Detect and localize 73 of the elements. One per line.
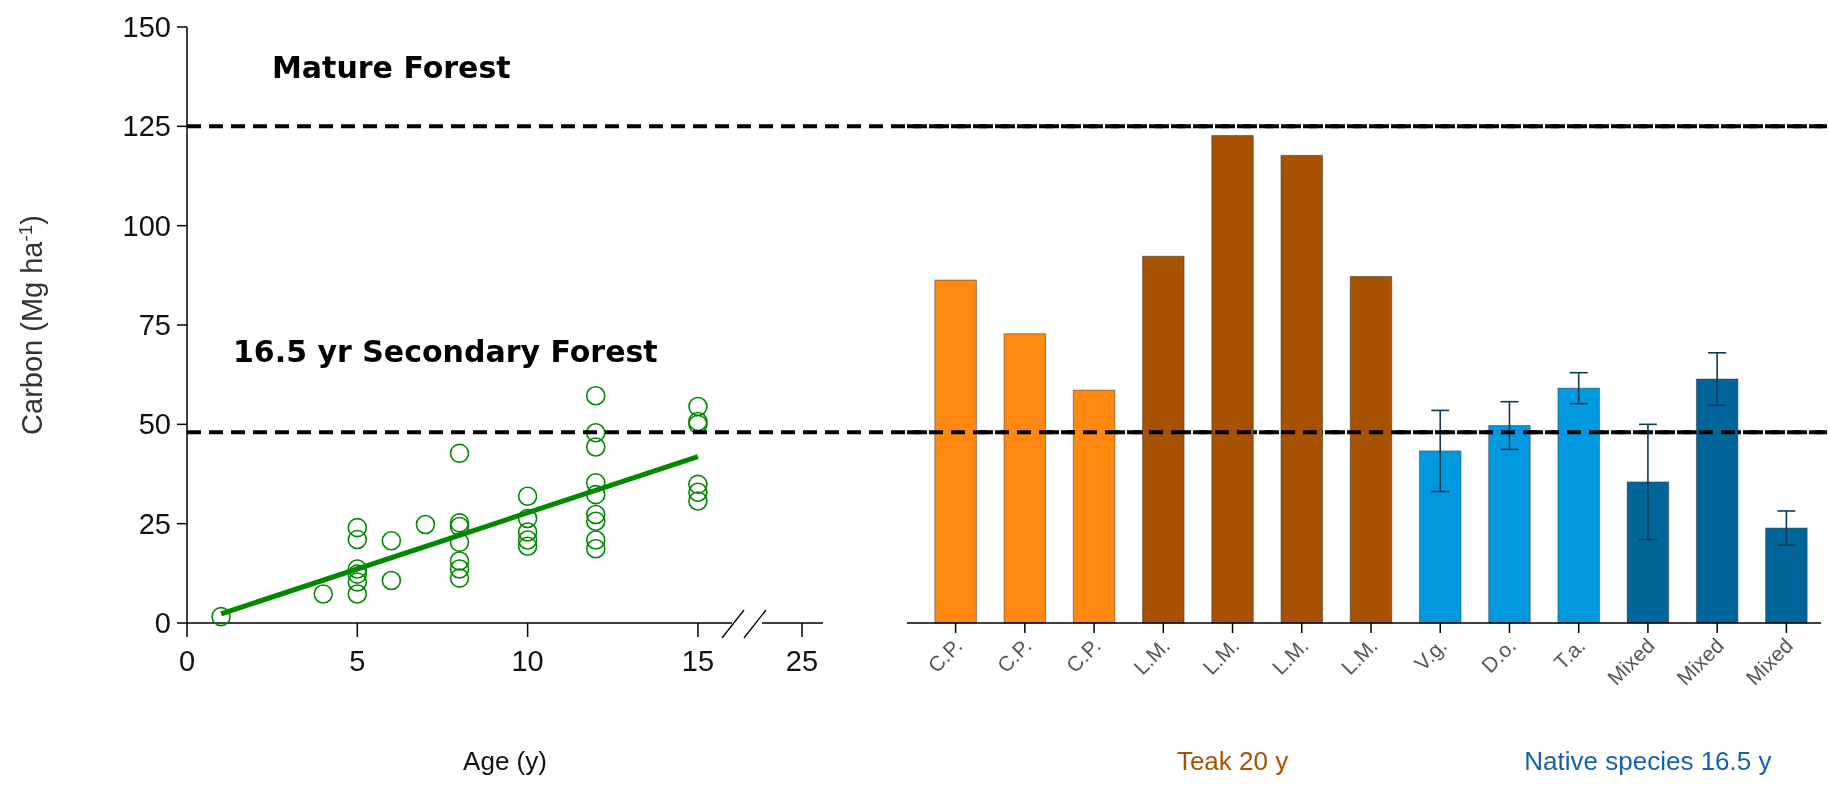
- text: 25: [785, 645, 819, 677]
- point: [211, 606, 231, 627]
- point: [517, 508, 538, 529]
- point: [347, 584, 368, 604]
- x-tick-label: C.P.: [923, 633, 967, 677]
- point: [381, 570, 402, 591]
- x-tick-label: 15: [681, 645, 715, 677]
- point: [517, 536, 538, 557]
- y-tick-label: 25: [138, 507, 171, 540]
- text: Teak 20 y: [1176, 746, 1289, 776]
- point: [688, 474, 708, 495]
- bar: [1280, 154, 1324, 624]
- point: [585, 484, 606, 505]
- point: [517, 522, 538, 542]
- bar: [1557, 387, 1600, 624]
- y-tick-label: 150: [122, 11, 171, 44]
- point: [449, 443, 470, 464]
- bar: [1142, 255, 1185, 624]
- x-tick-label: L.M.: [1336, 633, 1382, 679]
- x-tick-label: C.P.: [992, 633, 1036, 677]
- bar: [1418, 450, 1462, 624]
- x-axis-title: Age (y): [463, 746, 547, 776]
- point: [585, 504, 606, 525]
- point: [688, 396, 708, 417]
- y-tick-label: 0: [154, 607, 171, 640]
- point: [585, 385, 606, 406]
- point: [688, 491, 708, 511]
- point: [517, 530, 538, 550]
- point: [347, 529, 368, 550]
- x-tick-label: 10: [511, 645, 544, 677]
- bar: [1003, 333, 1047, 624]
- point: [347, 572, 368, 592]
- x-tick-label: D.o.: [1476, 633, 1521, 678]
- point: [415, 514, 436, 535]
- point: [449, 559, 470, 579]
- x-tick-label: L.M.: [1128, 633, 1175, 679]
- y-tick-label: 75: [138, 309, 171, 342]
- x-tick-label: 5: [349, 645, 366, 677]
- ref-line-label: 16.5 yr Secondary Forest: [233, 334, 658, 370]
- y-tick-label: 125: [122, 110, 171, 143]
- bar: [934, 279, 977, 624]
- point: [449, 568, 470, 588]
- bar: [1765, 527, 1808, 624]
- point: [347, 559, 368, 579]
- x-tick-label: L.M.: [1198, 633, 1244, 679]
- point: [313, 584, 334, 604]
- y-tick-label: 50: [138, 408, 171, 441]
- point: [585, 422, 606, 443]
- point: [585, 530, 606, 550]
- bar: [1626, 481, 1670, 624]
- point: [449, 532, 470, 553]
- bar: [1695, 378, 1739, 624]
- bar: [1211, 134, 1254, 624]
- point: [585, 538, 606, 559]
- point: [449, 551, 470, 571]
- point: [347, 517, 368, 538]
- y-tick-label: 100: [122, 209, 171, 242]
- point: [347, 564, 368, 584]
- text: Native species 16.5 y: [1524, 746, 1772, 776]
- ref-line-label: Mature Forest: [272, 50, 511, 86]
- bar: [1488, 425, 1531, 624]
- x-tick-label: T.a.: [1549, 633, 1590, 674]
- point: [688, 482, 708, 503]
- x-tick-label: 0: [178, 645, 196, 677]
- bar: [1072, 389, 1116, 624]
- point: [585, 437, 606, 457]
- x-tick-label: L.M.: [1267, 633, 1313, 679]
- x-tick-label: V.g.: [1409, 633, 1452, 675]
- point: [585, 511, 606, 532]
- bar: [1349, 276, 1393, 624]
- point: [381, 530, 402, 551]
- x-tick-label: C.P.: [1061, 633, 1105, 677]
- point: [517, 486, 538, 507]
